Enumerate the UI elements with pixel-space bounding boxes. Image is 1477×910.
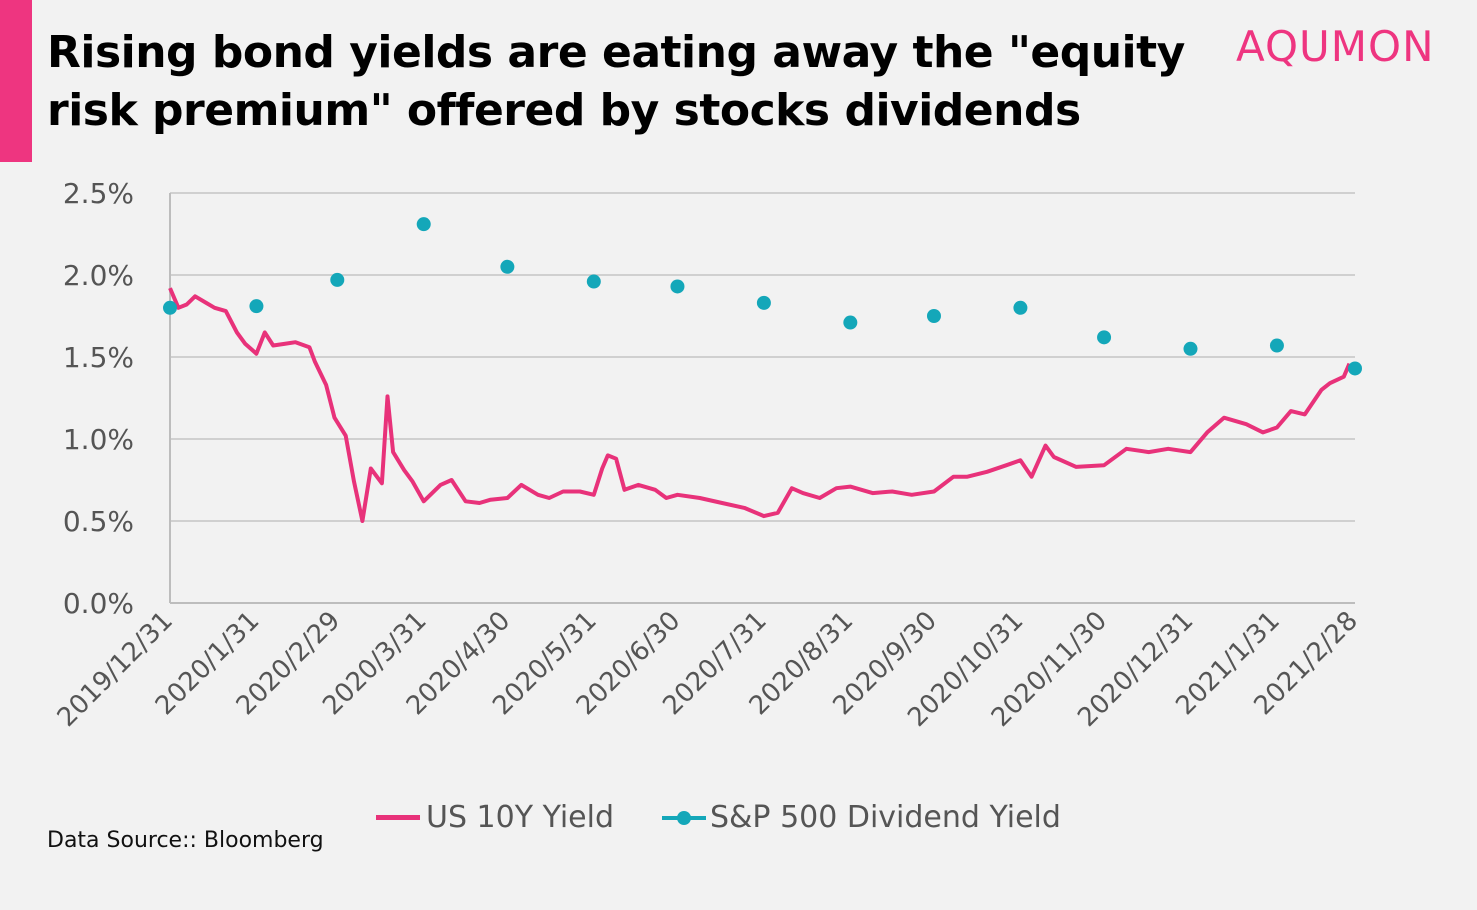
title-accent-bar <box>0 0 32 162</box>
y-tick-label: 2.0% <box>63 259 134 292</box>
dividend-yield-point <box>756 295 771 310</box>
legend-label-us-10y: US 10Y Yield <box>426 800 614 835</box>
y-tick-label: 0.5% <box>63 505 134 538</box>
dividend-yield-point <box>1269 338 1284 353</box>
dividend-yield-point <box>163 300 177 315</box>
dividend-yield-point <box>843 315 858 330</box>
dividend-yield-point <box>670 279 685 294</box>
legend: US 10Y Yield S&P 500 Dividend Yield <box>376 800 1109 835</box>
dividend-yield-point <box>330 272 345 287</box>
y-axis-tick-labels: 0.0% 0.5% 1.0% 1.5% 2.0% 2.5% <box>63 177 134 620</box>
y-tick-label: 1.0% <box>63 423 134 456</box>
brand-logo: AQUMON <box>1236 22 1435 71</box>
chart-title: Rising bond yields are eating away the "… <box>47 27 1185 136</box>
data-source-note: Data Source:: Bloomberg <box>47 828 324 853</box>
dot-swatch-icon <box>662 808 706 828</box>
legend-label-dividend: S&P 500 Dividend Yield <box>710 800 1061 835</box>
us-10y-yield-line <box>168 287 1352 523</box>
series-layer <box>163 217 1362 523</box>
y-tick-label: 1.5% <box>63 341 134 374</box>
dividend-yield-point <box>416 217 431 232</box>
dividend-yield-point <box>1348 361 1362 376</box>
legend-item-us-10y: US 10Y Yield <box>376 800 614 835</box>
y-tick-label: 0.0% <box>63 587 134 620</box>
dividend-yield-point <box>1183 341 1198 356</box>
x-axis-tick-labels: 2019/12/312020/1/312020/2/292020/3/31202… <box>52 606 1364 733</box>
dividend-yield-point <box>1097 330 1112 345</box>
dividend-yield-point <box>926 309 941 323</box>
dividend-yield-point <box>586 274 601 289</box>
dividend-yield-point <box>249 299 264 314</box>
grid-lines <box>169 192 1355 604</box>
y-tick-label: 2.5% <box>63 177 134 210</box>
x-tick-label: 2019/12/31 <box>52 606 179 733</box>
line-swatch-icon <box>376 815 420 820</box>
dividend-yield-point <box>500 259 515 274</box>
legend-item-dividend: S&P 500 Dividend Yield <box>662 800 1061 835</box>
dividend-yield-point <box>1013 300 1028 315</box>
